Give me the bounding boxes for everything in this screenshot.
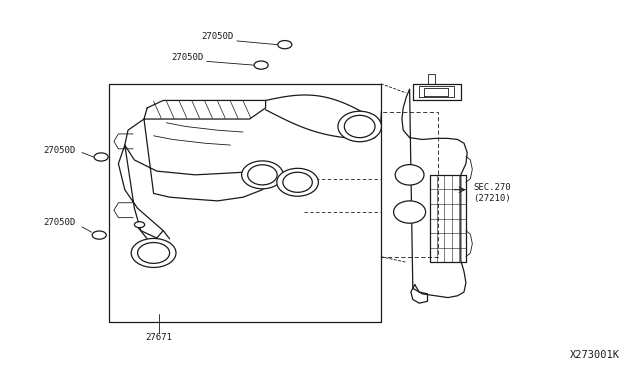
Text: SEC.270
(27210): SEC.270 (27210) (474, 183, 511, 203)
Ellipse shape (277, 168, 319, 196)
Text: X273001K: X273001K (570, 350, 620, 360)
Circle shape (134, 222, 145, 228)
Ellipse shape (394, 201, 426, 223)
Ellipse shape (344, 115, 375, 138)
Ellipse shape (396, 165, 424, 185)
Text: 27050D: 27050D (44, 145, 76, 154)
Ellipse shape (283, 172, 312, 192)
Circle shape (92, 231, 106, 239)
Text: 27050D: 27050D (202, 32, 234, 41)
Ellipse shape (248, 165, 277, 185)
Text: 27671: 27671 (145, 333, 172, 342)
Circle shape (278, 41, 292, 49)
Ellipse shape (338, 111, 381, 142)
Text: 27050D: 27050D (44, 218, 76, 227)
Circle shape (94, 153, 108, 161)
Ellipse shape (131, 238, 176, 267)
Circle shape (254, 61, 268, 69)
Ellipse shape (241, 161, 283, 189)
Text: 27050D: 27050D (172, 52, 204, 61)
Ellipse shape (138, 243, 170, 263)
